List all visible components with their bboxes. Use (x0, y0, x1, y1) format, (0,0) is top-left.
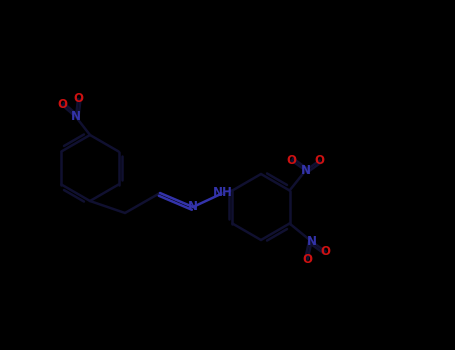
Text: O: O (321, 245, 331, 258)
Text: N: N (307, 235, 317, 248)
Text: O: O (314, 154, 324, 167)
Text: O: O (57, 98, 67, 112)
Text: O: O (303, 253, 313, 266)
Text: N: N (301, 164, 311, 177)
Text: NH: NH (213, 187, 233, 199)
Text: N: N (188, 201, 198, 214)
Text: O: O (73, 92, 83, 105)
Text: N: N (71, 111, 81, 124)
Text: O: O (287, 154, 297, 167)
